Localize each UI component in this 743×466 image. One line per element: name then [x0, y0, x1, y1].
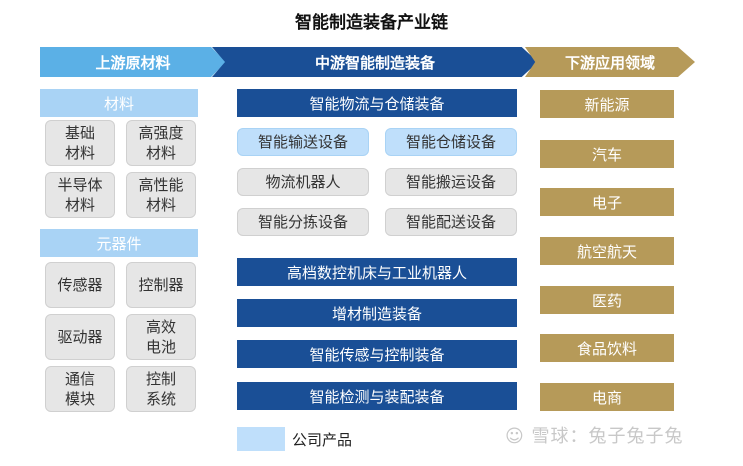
application-box: 汽车	[540, 140, 674, 168]
logistics-title: 智能物流与仓储装备	[237, 89, 517, 117]
component-box: 控制器	[126, 262, 196, 308]
application-box: 医药	[540, 286, 674, 314]
application-box: 新能源	[540, 90, 674, 118]
downstream-header: 下游应用领域	[525, 47, 695, 77]
logistics-item: 智能配送设备	[385, 208, 517, 236]
application-box: 电商	[540, 383, 674, 411]
application-box: 食品饮料	[540, 334, 674, 362]
materials-label: 材料	[40, 89, 198, 117]
component-box: 通信 模块	[45, 366, 115, 412]
equipment-bar: 增材制造装备	[237, 299, 517, 327]
logistics-item-company-product: 智能输送设备	[237, 128, 369, 156]
logistics-item-company-product: 智能仓储设备	[385, 128, 517, 156]
logistics-item: 物流机器人	[237, 168, 369, 196]
upstream-header: 上游原材料	[40, 47, 226, 77]
component-box: 传感器	[45, 262, 115, 308]
equipment-bar: 智能传感与控制装备	[237, 340, 517, 368]
midstream-header: 中游智能制造装备	[212, 47, 538, 77]
component-box: 高效 电池	[126, 314, 196, 360]
logistics-item: 智能分拣设备	[237, 208, 369, 236]
component-box: 控制 系统	[126, 366, 196, 412]
application-box: 电子	[540, 188, 674, 216]
diagram-title: 智能制造装备产业链	[295, 13, 448, 33]
legend-swatch	[237, 427, 285, 451]
material-box: 高性能 材料	[126, 172, 196, 218]
application-box: 航空航天	[540, 237, 674, 265]
watermark: ☺ 雪球：兔子兔子兔	[505, 426, 684, 447]
material-box: 基础 材料	[45, 120, 115, 166]
legend-label: 公司产品	[292, 431, 353, 449]
material-box: 半导体 材料	[45, 172, 115, 218]
components-label: 元器件	[40, 229, 198, 257]
component-box: 驱动器	[45, 314, 115, 360]
equipment-bar: 高档数控机床与工业机器人	[237, 258, 517, 286]
equipment-bar: 智能检测与装配装备	[237, 382, 517, 410]
material-box: 高强度 材料	[126, 120, 196, 166]
logistics-item: 智能搬运设备	[385, 168, 517, 196]
